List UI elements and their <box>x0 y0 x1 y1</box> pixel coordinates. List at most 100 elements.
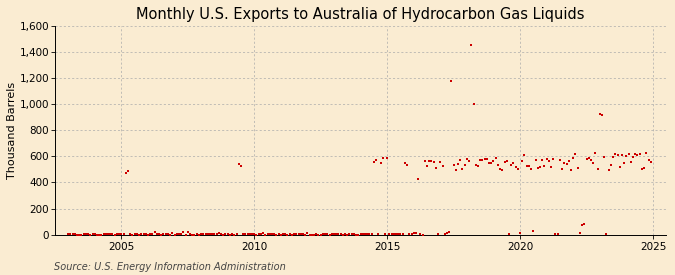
Point <box>526 167 537 172</box>
Point <box>475 158 485 162</box>
Point <box>488 158 499 163</box>
Point <box>80 232 91 236</box>
Point <box>329 232 340 236</box>
Point <box>504 232 514 237</box>
Point <box>320 232 331 236</box>
Point <box>634 152 645 156</box>
Point <box>369 160 379 164</box>
Point <box>324 232 335 237</box>
Point <box>412 177 423 181</box>
Point <box>267 232 277 236</box>
Point <box>63 232 74 237</box>
Point <box>167 231 178 235</box>
Point <box>132 232 142 237</box>
Point <box>120 171 131 175</box>
Point <box>265 232 275 237</box>
Point <box>528 229 539 233</box>
Point <box>422 164 433 168</box>
Point <box>118 232 129 236</box>
Point <box>472 164 483 168</box>
Point <box>530 158 541 162</box>
Point <box>315 232 326 237</box>
Point <box>481 156 492 161</box>
Point <box>169 232 180 237</box>
Point <box>142 232 153 237</box>
Point <box>198 232 209 236</box>
Point <box>415 232 426 236</box>
Point <box>346 232 357 236</box>
Point <box>231 232 242 236</box>
Point <box>101 232 111 236</box>
Point <box>284 232 295 236</box>
Point <box>626 160 637 164</box>
Point <box>149 230 160 234</box>
Point <box>180 232 191 237</box>
Point <box>524 164 535 169</box>
Point <box>207 232 217 236</box>
Point <box>144 232 155 237</box>
Point <box>103 232 113 237</box>
Point <box>395 232 406 236</box>
Point <box>641 151 651 155</box>
Point <box>588 161 599 165</box>
Point <box>353 232 364 237</box>
Point <box>65 232 76 236</box>
Point <box>437 164 448 169</box>
Point <box>286 232 297 237</box>
Point <box>83 232 94 236</box>
Point <box>552 232 563 237</box>
Point <box>512 167 523 172</box>
Point <box>253 232 264 237</box>
Point <box>612 153 623 157</box>
Point <box>123 169 134 174</box>
Point <box>550 232 561 236</box>
Point <box>462 157 472 161</box>
Point <box>176 232 186 236</box>
Point <box>590 151 601 155</box>
Point <box>555 158 566 162</box>
Point <box>277 232 288 236</box>
Point <box>185 232 196 236</box>
Point <box>386 231 397 236</box>
Point <box>344 232 355 236</box>
Point <box>619 160 630 165</box>
Point <box>603 168 614 172</box>
Point <box>581 157 592 162</box>
Point <box>202 232 213 236</box>
Point <box>156 232 167 237</box>
Point <box>99 232 109 237</box>
Point <box>517 158 528 163</box>
Point <box>568 156 578 161</box>
Point <box>459 163 470 167</box>
Point <box>601 231 612 236</box>
Point <box>335 232 346 236</box>
Point <box>548 157 559 161</box>
Point <box>486 161 497 166</box>
Point <box>160 232 171 236</box>
Point <box>566 168 576 172</box>
Point <box>614 165 625 169</box>
Point <box>189 232 200 237</box>
Point <box>125 232 136 236</box>
Point <box>351 232 362 237</box>
Point <box>360 232 371 236</box>
Point <box>127 232 138 237</box>
Point <box>367 232 377 236</box>
Point <box>632 153 643 158</box>
Point <box>109 232 120 237</box>
Point <box>271 232 281 237</box>
Point <box>450 167 461 172</box>
Point <box>302 231 313 235</box>
Point <box>574 230 585 235</box>
Point <box>557 167 568 171</box>
Title: Monthly U.S. Exports to Australia of Hydrocarbon Gas Liquids: Monthly U.S. Exports to Australia of Hyd… <box>136 7 585 22</box>
Point <box>570 152 580 156</box>
Point <box>595 112 605 116</box>
Point <box>583 156 594 160</box>
Point <box>628 154 639 159</box>
Point <box>464 158 475 163</box>
Point <box>446 79 457 83</box>
Point <box>246 232 257 236</box>
Point <box>171 232 182 237</box>
Point <box>408 230 419 235</box>
